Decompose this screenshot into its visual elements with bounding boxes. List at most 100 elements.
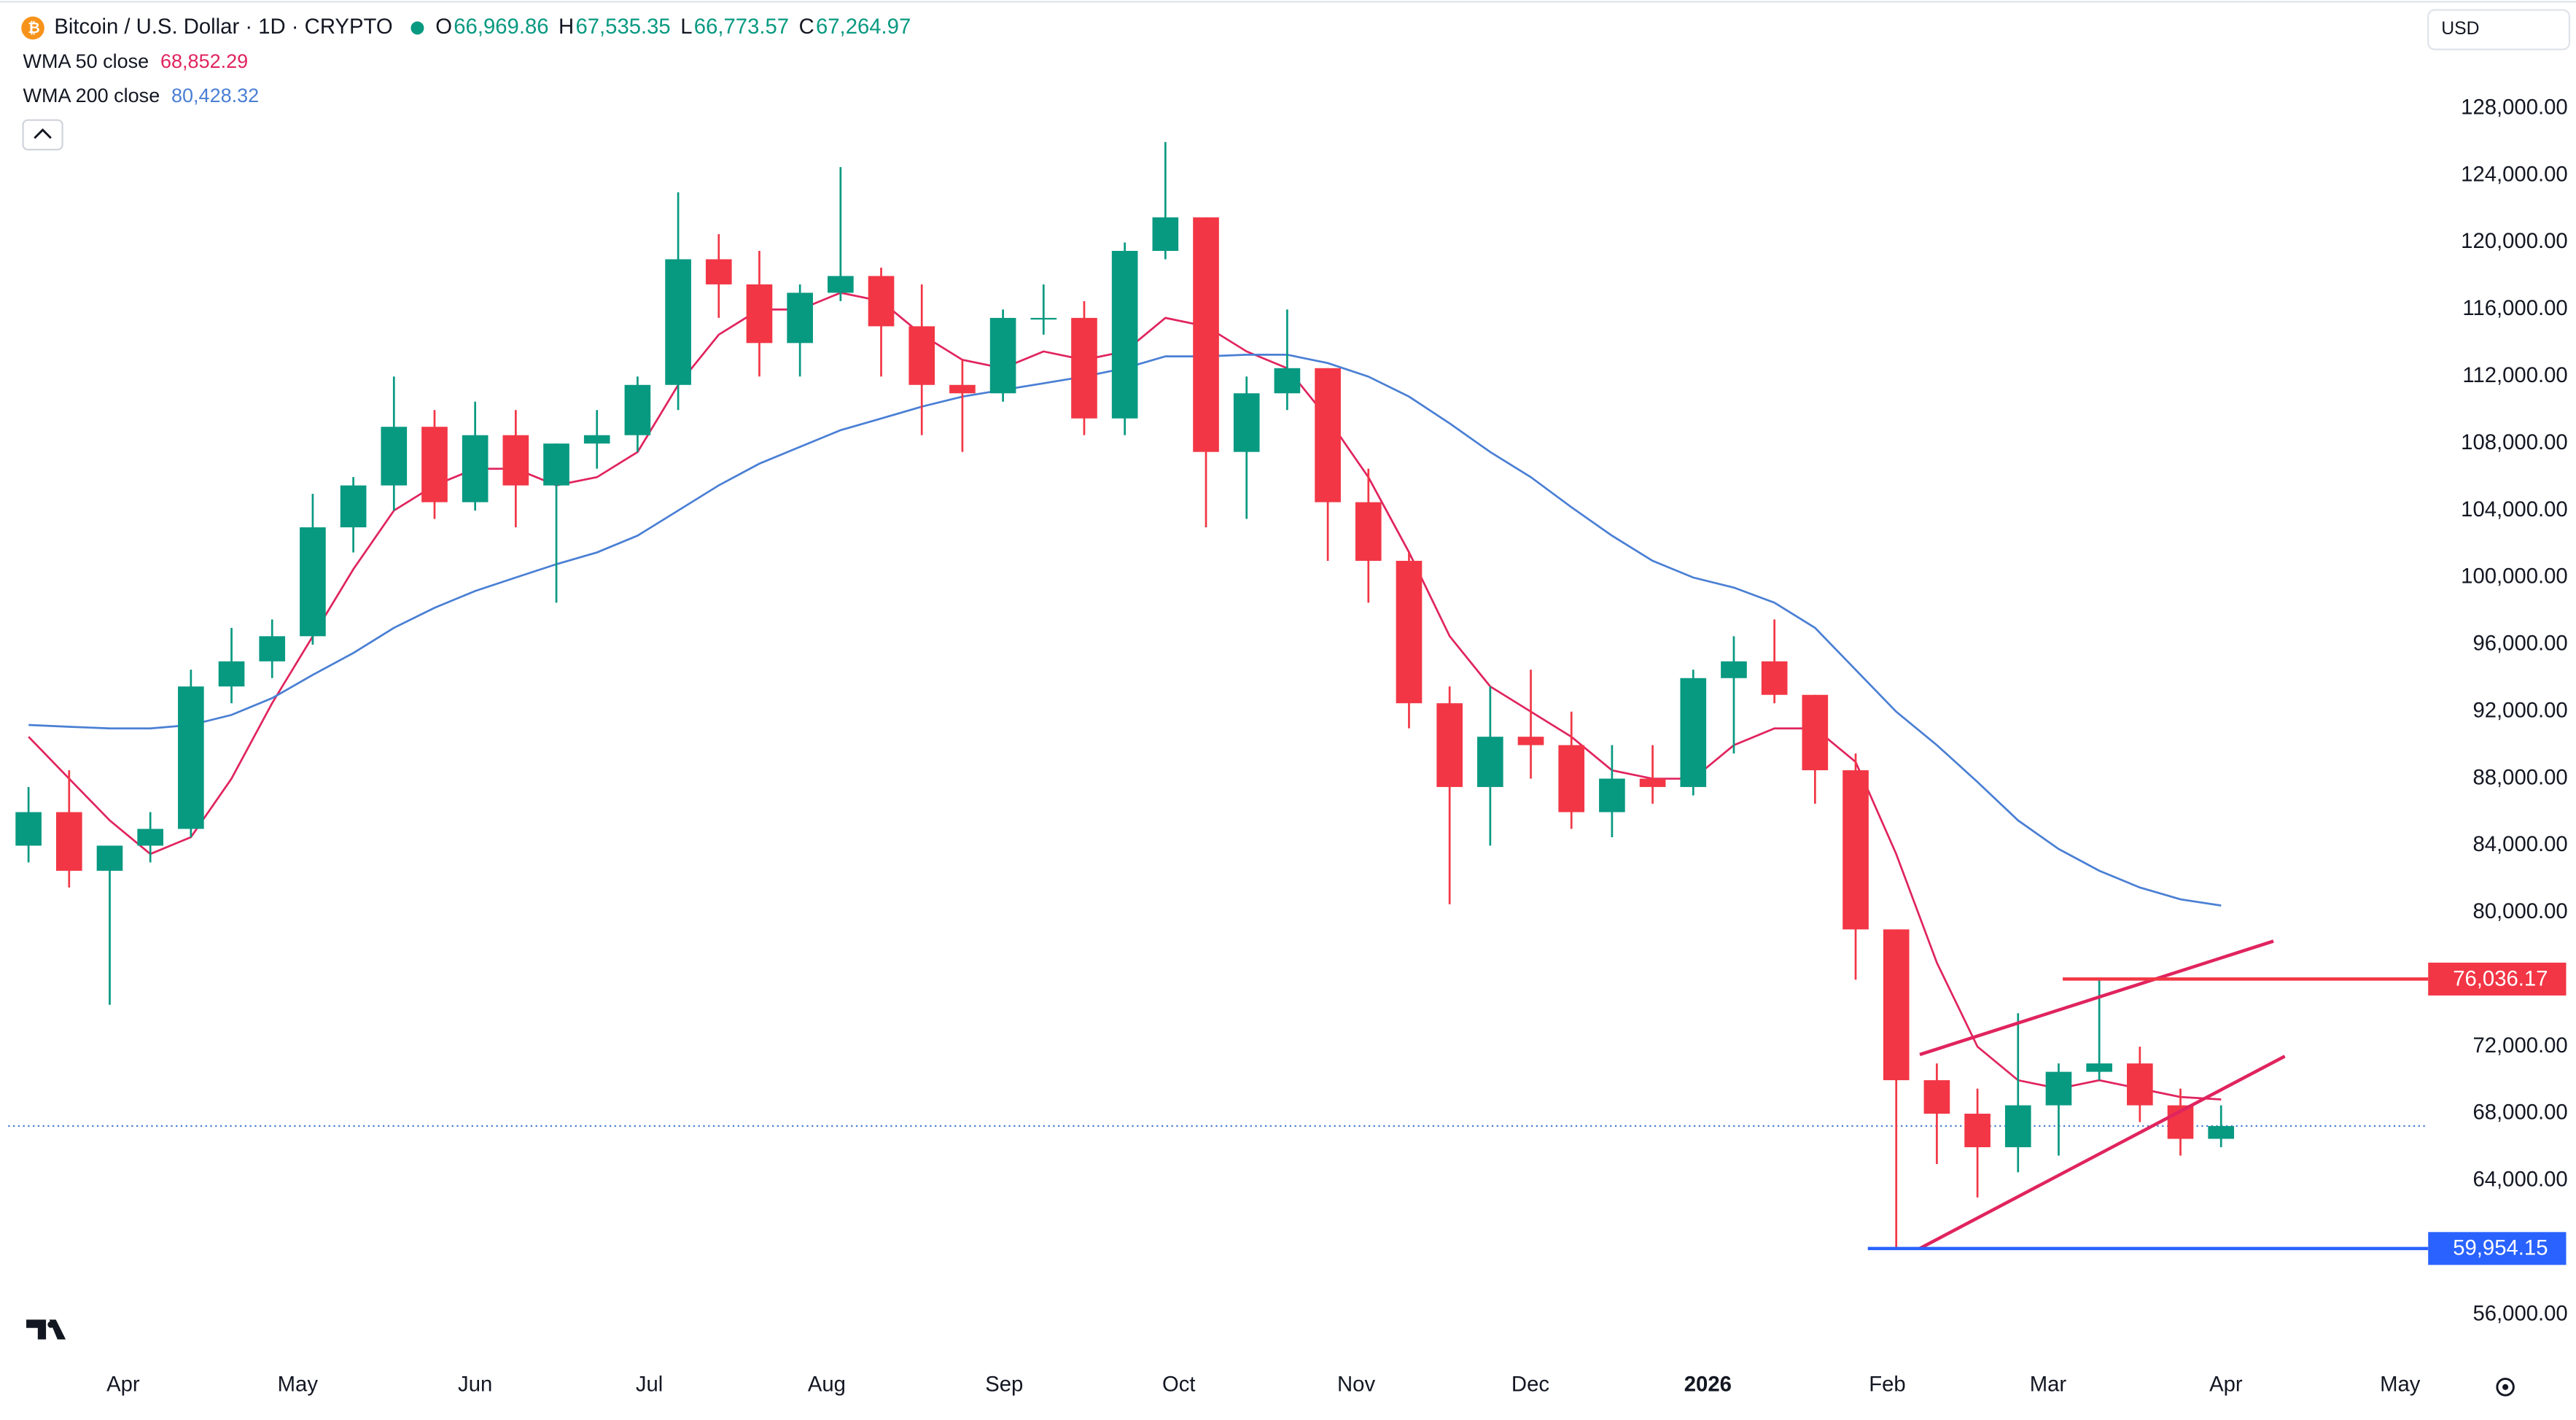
- candle-body: [340, 485, 367, 528]
- candle-body: [583, 435, 610, 444]
- candle-body: [746, 284, 773, 344]
- candle-body: [1030, 317, 1057, 320]
- candle-body: [1842, 770, 1869, 930]
- candle-body: [1477, 737, 1503, 788]
- candle-body: [665, 259, 691, 385]
- candle-body: [15, 812, 42, 846]
- x-tick-label: Oct: [1162, 1372, 1196, 1396]
- collapse-icon: [34, 128, 52, 139]
- level-label: 59,954.15: [2453, 1236, 2548, 1260]
- legend-value: 68,852.29: [160, 50, 248, 72]
- candle-body: [1233, 393, 1260, 452]
- candle-body: [1721, 661, 1747, 678]
- candle-body: [543, 443, 569, 486]
- candle-body: [1802, 694, 1829, 771]
- y-tick-label: 104,000.00: [2461, 497, 2568, 521]
- x-tick-label: Aug: [808, 1372, 846, 1396]
- candle-body: [1761, 661, 1788, 695]
- candle-body: [2045, 1071, 2072, 1106]
- legend-name: WMA 200 close: [23, 85, 160, 106]
- ohlc-value: 67,535.35: [575, 15, 670, 39]
- candle-body: [1315, 368, 1341, 503]
- candle-body: [1355, 502, 1382, 561]
- candle-body: [462, 435, 489, 503]
- candle-body: [1639, 778, 1666, 788]
- y-tick-label: 72,000.00: [2472, 1033, 2567, 1058]
- y-tick-label: 124,000.00: [2461, 162, 2568, 186]
- market-status: [410, 21, 424, 35]
- symbol-icon-glyph: ₿: [28, 20, 40, 36]
- candle-body: [2208, 1125, 2235, 1139]
- candle-body: [2004, 1105, 2031, 1147]
- candle-body: [381, 427, 408, 486]
- candle-body: [1964, 1114, 1991, 1147]
- currency-label[interactable]: USD: [2441, 19, 2479, 39]
- candle-body: [137, 829, 163, 846]
- ohlc-key: O: [435, 15, 452, 39]
- level-tag: [2428, 962, 2567, 996]
- legend-value: 80,428.32: [171, 85, 259, 106]
- y-tick-label: 116,000.00: [2462, 296, 2567, 320]
- candle-body: [1436, 703, 1463, 788]
- y-tick-label: 92,000.00: [2472, 698, 2567, 722]
- x-tick-label: Jun: [458, 1372, 492, 1396]
- x-tick-label: Nov: [1337, 1372, 1375, 1396]
- candle-body: [2127, 1063, 2153, 1106]
- candle-body: [1558, 745, 1585, 812]
- candle-body: [1883, 929, 1910, 1081]
- candle-body: [705, 259, 732, 284]
- settings-icon[interactable]: [2496, 1378, 2515, 1397]
- level-label: 76,036.17: [2453, 966, 2548, 990]
- symbol-icon: [21, 16, 44, 40]
- x-tick-label: Jul: [636, 1372, 663, 1396]
- x-tick-label: 2026: [1684, 1372, 1732, 1396]
- candle-body: [868, 276, 895, 327]
- currency-select[interactable]: [2427, 9, 2571, 50]
- y-tick-label: 100,000.00: [2461, 564, 2568, 589]
- y-tick-label: 96,000.00: [2472, 632, 2567, 656]
- candle-body: [1517, 737, 1544, 745]
- x-tick-label: Apr: [2209, 1372, 2243, 1396]
- legend-name: WMA 50 close: [23, 50, 149, 72]
- level-tag: [2428, 1232, 2567, 1265]
- candle-body: [1599, 778, 1625, 812]
- candle-body: [55, 812, 82, 871]
- symbol-title: Bitcoin / U.S. Dollar · 1D · CRYPTO: [54, 15, 392, 39]
- candle-body: [1923, 1080, 1950, 1114]
- candle-body: [178, 686, 204, 829]
- candle-body: [1152, 217, 1179, 252]
- y-tick-label: 68,000.00: [2472, 1101, 2567, 1125]
- ohlc-key: L: [680, 15, 692, 39]
- trend-line: [1918, 1055, 2286, 1250]
- candle-body: [96, 845, 123, 871]
- candle-body: [1680, 678, 1707, 788]
- trend-line: [1919, 939, 2274, 1057]
- ohlc-key: C: [799, 15, 814, 39]
- y-tick-label: 120,000.00: [2461, 229, 2568, 253]
- y-tick-label: 84,000.00: [2472, 832, 2567, 856]
- candle-body: [1071, 317, 1097, 419]
- candle-body: [949, 384, 976, 394]
- y-tick-label: 56,000.00: [2472, 1301, 2567, 1325]
- tv-logo: [26, 1319, 66, 1340]
- y-tick-label: 112,000.00: [2462, 363, 2567, 387]
- candle-body: [421, 427, 448, 503]
- candle-body: [502, 435, 529, 486]
- candle-body: [787, 292, 813, 344]
- ohlc-value: 67,264.97: [816, 15, 911, 39]
- x-tick-label: Sep: [985, 1372, 1023, 1396]
- y-tick-label: 88,000.00: [2472, 765, 2567, 789]
- y-tick-label: 128,000.00: [2461, 95, 2568, 119]
- candle-body: [259, 636, 286, 661]
- candle-body: [989, 317, 1016, 394]
- candle-body: [2086, 1063, 2112, 1072]
- x-tick-label: May: [278, 1372, 319, 1396]
- candle-body: [908, 326, 935, 385]
- ohlc-value: 66,773.57: [694, 15, 789, 39]
- candle-body: [1396, 560, 1423, 704]
- x-tick-label: May: [2380, 1372, 2421, 1396]
- y-tick-label: 108,000.00: [2461, 430, 2568, 454]
- collapse-button[interactable]: [22, 119, 63, 151]
